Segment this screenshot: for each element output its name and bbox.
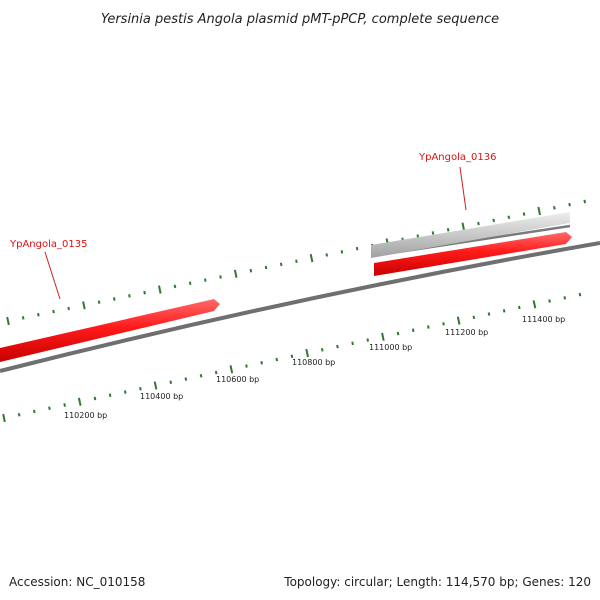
tick-mark <box>522 212 526 216</box>
scale-labels: 110200 bp 110400 bp 110600 bp 110800 bp … <box>64 315 565 420</box>
tick-mark <box>336 344 339 349</box>
tick-row-lower <box>2 292 582 423</box>
tick-mark <box>325 253 329 257</box>
tick-mark <box>461 222 466 231</box>
tick-mark <box>568 202 571 207</box>
tick-mark <box>128 294 131 298</box>
tick-mark <box>33 409 36 414</box>
scale-label: 111400 bp <box>522 315 565 324</box>
gene-ypangola-0136[interactable] <box>374 232 572 276</box>
tick-mark <box>472 315 476 320</box>
tick-mark <box>295 259 298 263</box>
tick-mark <box>340 250 344 254</box>
tick-mark <box>214 370 218 375</box>
tick-mark <box>143 290 146 295</box>
tick-mark <box>427 325 430 329</box>
tick-mark <box>320 347 324 352</box>
tick-mark <box>431 231 435 235</box>
tick-mark <box>108 393 112 397</box>
tick-mark <box>153 381 158 390</box>
tick-mark <box>446 227 450 232</box>
gene-label-0136: YpAngola_0136 <box>418 152 496 163</box>
tick-mark <box>37 312 40 317</box>
tick-mark <box>553 206 556 210</box>
gene-label-0135: YpAngola_0135 <box>9 239 87 250</box>
scale-label: 110400 bp <box>140 392 183 401</box>
tick-mark <box>492 218 495 223</box>
tick-mark <box>518 305 521 310</box>
tick-mark <box>48 406 51 411</box>
tick-mark <box>82 301 86 310</box>
tick-mark <box>233 269 238 278</box>
tick-mark <box>366 338 370 342</box>
map-title: Yersinia pestis Angola plasmid pMT-pPCP,… <box>101 12 499 27</box>
tick-mark <box>477 221 480 226</box>
tick-mark <box>537 206 541 216</box>
tick-mark <box>188 281 192 286</box>
tick-mark <box>264 265 268 270</box>
tick-mark <box>93 396 97 401</box>
tick-mark <box>97 300 101 304</box>
tick-mark <box>67 306 70 311</box>
tick-mark <box>173 284 177 289</box>
tick-mark <box>381 332 385 341</box>
tick-mark <box>442 322 445 326</box>
tick-mark <box>6 316 10 326</box>
scale-label: 110800 bp <box>292 358 335 367</box>
tick-mark <box>204 278 207 282</box>
tick-mark <box>139 387 142 391</box>
tick-mark <box>309 253 314 263</box>
tick-mark <box>199 373 203 378</box>
scale-label: 110600 bp <box>216 375 259 384</box>
tick-mark <box>63 403 66 407</box>
tick-mark <box>507 215 511 220</box>
tick-mark <box>260 360 263 365</box>
leader-line-0136 <box>459 166 467 211</box>
scale-label: 111200 bp <box>445 328 488 337</box>
leader-line-0135 <box>44 251 61 300</box>
scale-label: 110200 bp <box>64 411 107 420</box>
tick-mark <box>502 309 506 313</box>
tick-mark <box>21 316 25 320</box>
tick-mark <box>396 331 400 336</box>
tick-mark <box>123 390 127 394</box>
scale-label: 111000 bp <box>369 343 412 352</box>
tick-mark <box>17 412 21 417</box>
tick-mark <box>456 316 461 325</box>
tick-mark <box>355 246 359 251</box>
tick-mark <box>487 312 491 316</box>
tick-mark <box>249 268 253 273</box>
tick-mark <box>583 199 587 204</box>
tick-mark <box>245 364 248 368</box>
tick-mark <box>229 365 234 374</box>
tick-mark <box>532 300 537 309</box>
tick-mark <box>52 309 55 314</box>
tick-mark <box>563 296 567 300</box>
tick-mark <box>158 285 162 294</box>
tick-mark <box>416 234 420 238</box>
tick-mark <box>279 262 283 267</box>
tick-mark <box>578 292 582 297</box>
summary-text: Topology: circular; Length: 114,570 bp; … <box>283 575 591 589</box>
tick-mark <box>2 413 6 423</box>
tick-mark <box>411 328 415 333</box>
tick-mark <box>169 380 173 385</box>
tick-mark <box>305 348 309 358</box>
tick-mark <box>184 377 188 381</box>
tick-mark <box>219 275 222 279</box>
accession-text: Accession: NC_010158 <box>9 575 145 589</box>
tick-mark <box>112 297 116 301</box>
sequence-backbone <box>0 241 600 373</box>
tick-mark <box>275 357 279 362</box>
tick-mark <box>351 341 354 346</box>
tick-mark <box>548 299 551 303</box>
gene-ypangola-0136-grey[interactable] <box>371 212 570 258</box>
tick-mark <box>77 397 82 406</box>
gene-ypangola-0135[interactable] <box>0 299 220 362</box>
tick-mark <box>290 354 294 359</box>
